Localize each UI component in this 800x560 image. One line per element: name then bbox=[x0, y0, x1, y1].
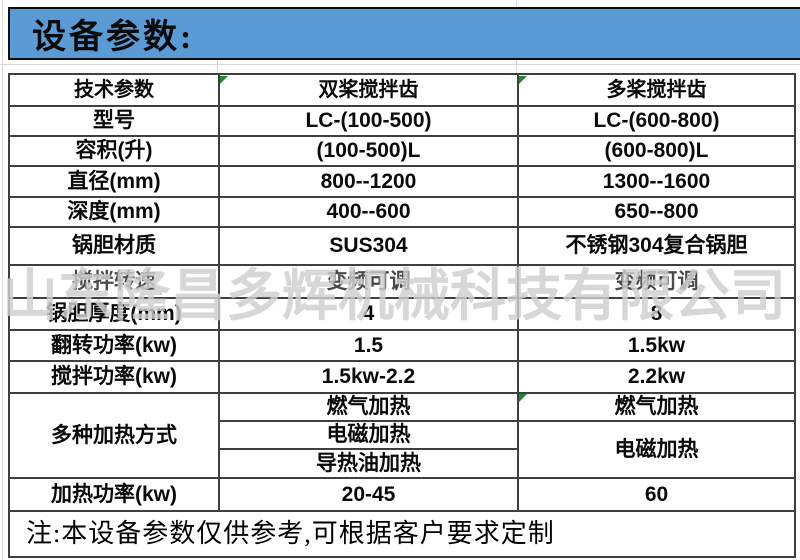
table-row-flip-power: 翻转功率(kw) 1.5 1.5kw bbox=[8, 329, 796, 362]
table-row-heating-gas: 多种加热方式 燃气加热 燃气加热 bbox=[8, 392, 796, 479]
cell-stir-speed-multi: 变频可调 bbox=[517, 264, 796, 299]
excel-corner-marker-icon bbox=[519, 76, 527, 84]
cell-pot-material-double: SUS304 bbox=[218, 226, 519, 266]
cell-model-multi: LC-(600-800) bbox=[517, 105, 796, 137]
footnote-text: 注:本设备参数仅供参考,可根据客户要求定制 bbox=[8, 510, 796, 558]
cell-stir-power-label: 搅拌功率(kw) bbox=[8, 360, 220, 394]
table-row-pot-material: 锅胆材质 SUS304 不锈钢304复合锅胆 bbox=[8, 226, 796, 266]
cell-heating-double-gas: 燃气加热 bbox=[218, 392, 519, 422]
cell-volume-multi: (600-800)L bbox=[517, 135, 796, 167]
cell-heating-double-oil: 导热油加热 bbox=[218, 448, 519, 479]
cell-heating-power-multi: 60 bbox=[517, 477, 796, 512]
cell-stir-power-double: 1.5kw-2.2 bbox=[218, 360, 519, 394]
gridline-col2 bbox=[217, 60, 218, 74]
cell-pot-thickness-multi: 8 bbox=[517, 297, 796, 331]
cell-model-double: LC-(100-500) bbox=[218, 105, 519, 137]
table-row-heating-oil: 导热油加热 bbox=[9, 448, 795, 479]
table-row-header: 技术参数 双桨搅拌齿 多桨搅拌齿 bbox=[8, 73, 796, 107]
col-header-multi-paddle: 多桨搅拌齿 bbox=[517, 73, 796, 107]
col-header-double-paddle: 双桨搅拌齿 bbox=[218, 73, 519, 107]
excel-corner-marker-icon bbox=[519, 394, 527, 402]
page-title: 设备参数: bbox=[32, 19, 195, 56]
cell-pot-material-multi: 不锈钢304复合锅胆 bbox=[517, 226, 796, 266]
cell-stir-speed-label: 搅拌转速 bbox=[8, 264, 220, 299]
table-row-model: 型号 LC-(100-500) LC-(600-800) bbox=[8, 105, 796, 137]
table-row-diameter: 直径(mm) 800--1200 1300--1600 bbox=[8, 165, 796, 198]
table-row-heating-power: 加热功率(kw) 20-45 60 bbox=[8, 477, 796, 512]
gridline-gap-row bbox=[0, 64, 800, 65]
col-header-parameter: 技术参数 bbox=[8, 73, 220, 107]
cell-flip-power-double: 1.5 bbox=[218, 329, 519, 362]
title-bar: 设备参数: bbox=[8, 7, 800, 60]
table-row-note: 注:本设备参数仅供参考,可根据客户要求定制 bbox=[8, 510, 796, 558]
table-row-stir-power: 搅拌功率(kw) 1.5kw-2.2 2.2kw bbox=[8, 360, 796, 394]
cell-depth-multi: 650--800 bbox=[517, 196, 796, 228]
table-row-pot-thickness: 锅胆厚度(mm) 4 8 bbox=[8, 297, 796, 331]
excel-corner-marker-icon bbox=[220, 76, 228, 84]
cell-heating-power-label: 加热功率(kw) bbox=[8, 477, 220, 512]
table-row-heating-induction: 电磁加热 电磁加热 bbox=[9, 420, 796, 479]
table-row-stir-speed: 搅拌转速 变频可调 变频可调 bbox=[8, 264, 796, 299]
cell-heating-power-double: 20-45 bbox=[218, 477, 519, 512]
cell-heating-label: 多种加热方式 bbox=[8, 392, 220, 479]
spec-table: 技术参数 双桨搅拌齿 多桨搅拌齿 型号 LC-(100-500) LC-(600… bbox=[8, 73, 796, 558]
gridline-col3-top bbox=[516, 0, 517, 8]
cell-stir-speed-double: 变频可调 bbox=[218, 264, 519, 299]
cell-flip-power-label: 翻转功率(kw) bbox=[8, 329, 220, 362]
table-row-depth: 深度(mm) 400--600 650--800 bbox=[8, 196, 796, 228]
cell-model-label: 型号 bbox=[8, 105, 220, 137]
table-row-volume: 容积(升) (100-500)L (600-800)L bbox=[8, 135, 796, 167]
cell-flip-power-multi: 1.5kw bbox=[517, 329, 796, 362]
cell-heating-multi-induction: 电磁加热 bbox=[517, 420, 796, 479]
cell-diameter-double: 800--1200 bbox=[218, 165, 519, 198]
cell-pot-thickness-double: 4 bbox=[218, 297, 519, 331]
cell-heating-double-induction: 电磁加热 bbox=[218, 420, 519, 450]
gridline-left-margin bbox=[2, 0, 3, 560]
gridline-col3 bbox=[516, 60, 517, 74]
cell-depth-label: 深度(mm) bbox=[8, 196, 220, 228]
cell-stir-power-multi: 2.2kw bbox=[517, 360, 796, 394]
cell-diameter-label: 直径(mm) bbox=[8, 165, 220, 198]
cell-pot-thickness-label: 锅胆厚度(mm) bbox=[8, 297, 220, 331]
cell-diameter-multi: 1300--1600 bbox=[517, 165, 796, 198]
cell-volume-double: (100-500)L bbox=[218, 135, 519, 167]
cell-depth-double: 400--600 bbox=[218, 196, 519, 228]
cell-pot-material-label: 锅胆材质 bbox=[8, 226, 220, 266]
cell-volume-label: 容积(升) bbox=[8, 135, 220, 167]
cell-heating-multi-gas: 燃气加热 bbox=[517, 392, 796, 422]
